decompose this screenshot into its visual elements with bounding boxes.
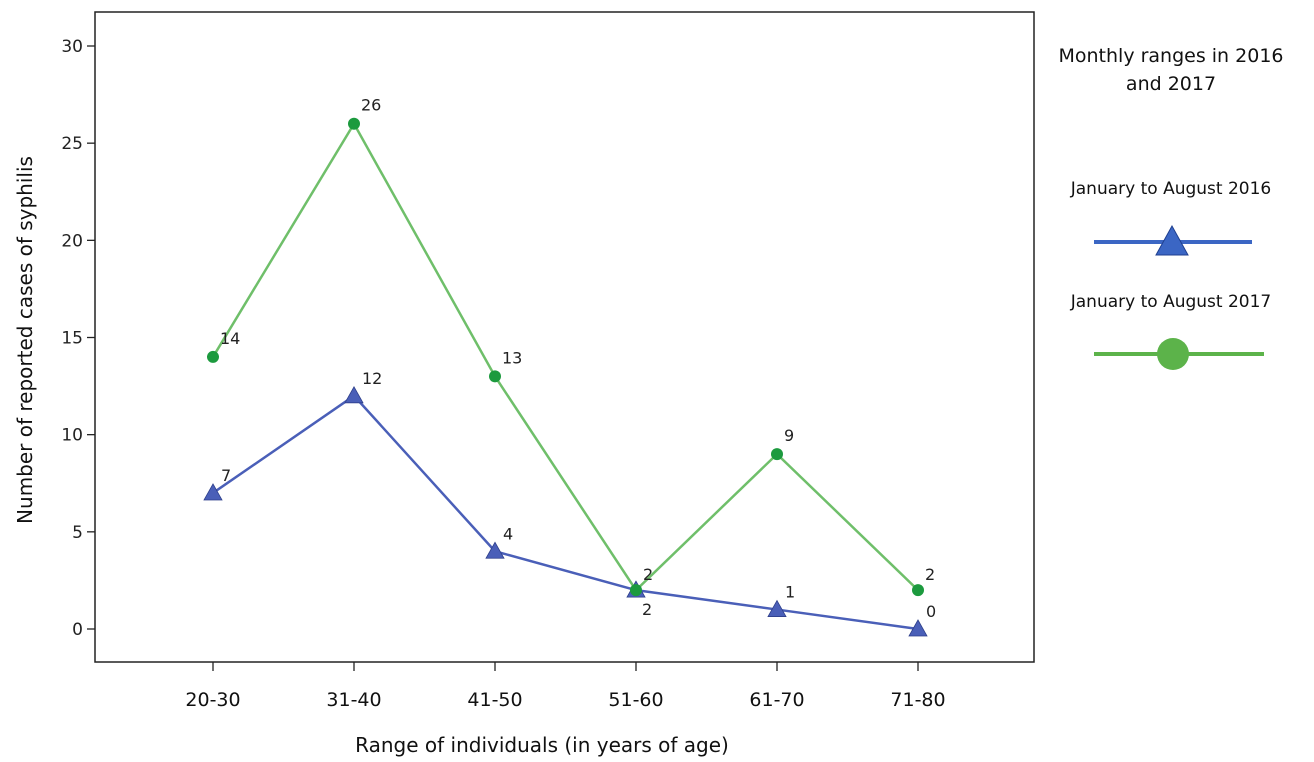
data-label-2016: 12	[362, 369, 382, 388]
data-label-2016: 1	[785, 583, 795, 602]
data-labels: 7 12 4 2 1 0 14 26 13 2 9 2	[220, 96, 936, 621]
point-marker-2017	[771, 448, 783, 461]
data-label-2016: 7	[221, 466, 231, 485]
x-axis: 20-30 31-40 41-50 51-60 61-70 71-80	[185, 662, 946, 711]
point-marker-2016	[203, 483, 223, 501]
point-marker-2017	[912, 584, 924, 597]
x-tick-label: 51-60	[608, 689, 663, 711]
x-axis-title: Range of individuals (in years of age)	[355, 733, 729, 757]
legend-triangle-icon	[1155, 224, 1189, 256]
legend-title-line-1: Monthly ranges in 2016	[1058, 45, 1283, 67]
y-tick-label: 10	[61, 426, 83, 446]
data-label-2017: 14	[220, 329, 240, 348]
point-marker-2017	[630, 584, 642, 597]
x-tick-label: 71-80	[890, 689, 945, 711]
data-label-2017: 2	[925, 565, 935, 584]
point-marker-2016	[767, 599, 787, 617]
legend-label-2016: January to August 2016	[1070, 179, 1271, 199]
data-label-2016: 2	[642, 600, 652, 619]
legend-label-2017: January to August 2017	[1070, 292, 1271, 312]
data-label-2017: 9	[784, 426, 794, 445]
x-tick-label: 61-70	[749, 689, 804, 711]
x-tick-label: 41-50	[467, 689, 522, 711]
y-tick-label: 25	[61, 134, 83, 154]
y-tick-label: 20	[61, 231, 83, 251]
point-marker-2017	[348, 117, 360, 130]
data-label-2017: 26	[361, 96, 381, 115]
data-label-2016: 0	[926, 602, 936, 621]
y-axis: 0 5 10 15 20 25 30	[61, 37, 95, 640]
data-label-2016: 4	[503, 524, 513, 543]
legend: Monthly ranges in 2016 and 2017 January …	[1058, 45, 1284, 370]
legend-circle-icon	[1157, 338, 1189, 370]
point-marker-2016	[908, 619, 928, 637]
legend-title-line-2: and 2017	[1126, 73, 1216, 95]
series-layer	[203, 117, 928, 637]
x-tick-label: 20-30	[185, 689, 240, 711]
y-axis-title: Number of reported cases of syphilis	[13, 156, 37, 524]
point-marker-2016	[344, 385, 364, 404]
point-marker-2016	[485, 541, 505, 559]
data-label-2017: 13	[502, 348, 522, 367]
series-line-2016	[212, 394, 919, 631]
y-tick-label: 0	[72, 620, 83, 640]
y-tick-label: 5	[72, 523, 83, 543]
x-tick-label: 31-40	[326, 689, 381, 711]
y-tick-label: 30	[61, 37, 83, 57]
point-marker-2017	[207, 350, 219, 363]
series-line-2017	[211, 121, 919, 593]
data-label-2017: 2	[643, 565, 653, 584]
point-marker-2017	[489, 370, 501, 383]
y-tick-label: 15	[61, 329, 83, 349]
